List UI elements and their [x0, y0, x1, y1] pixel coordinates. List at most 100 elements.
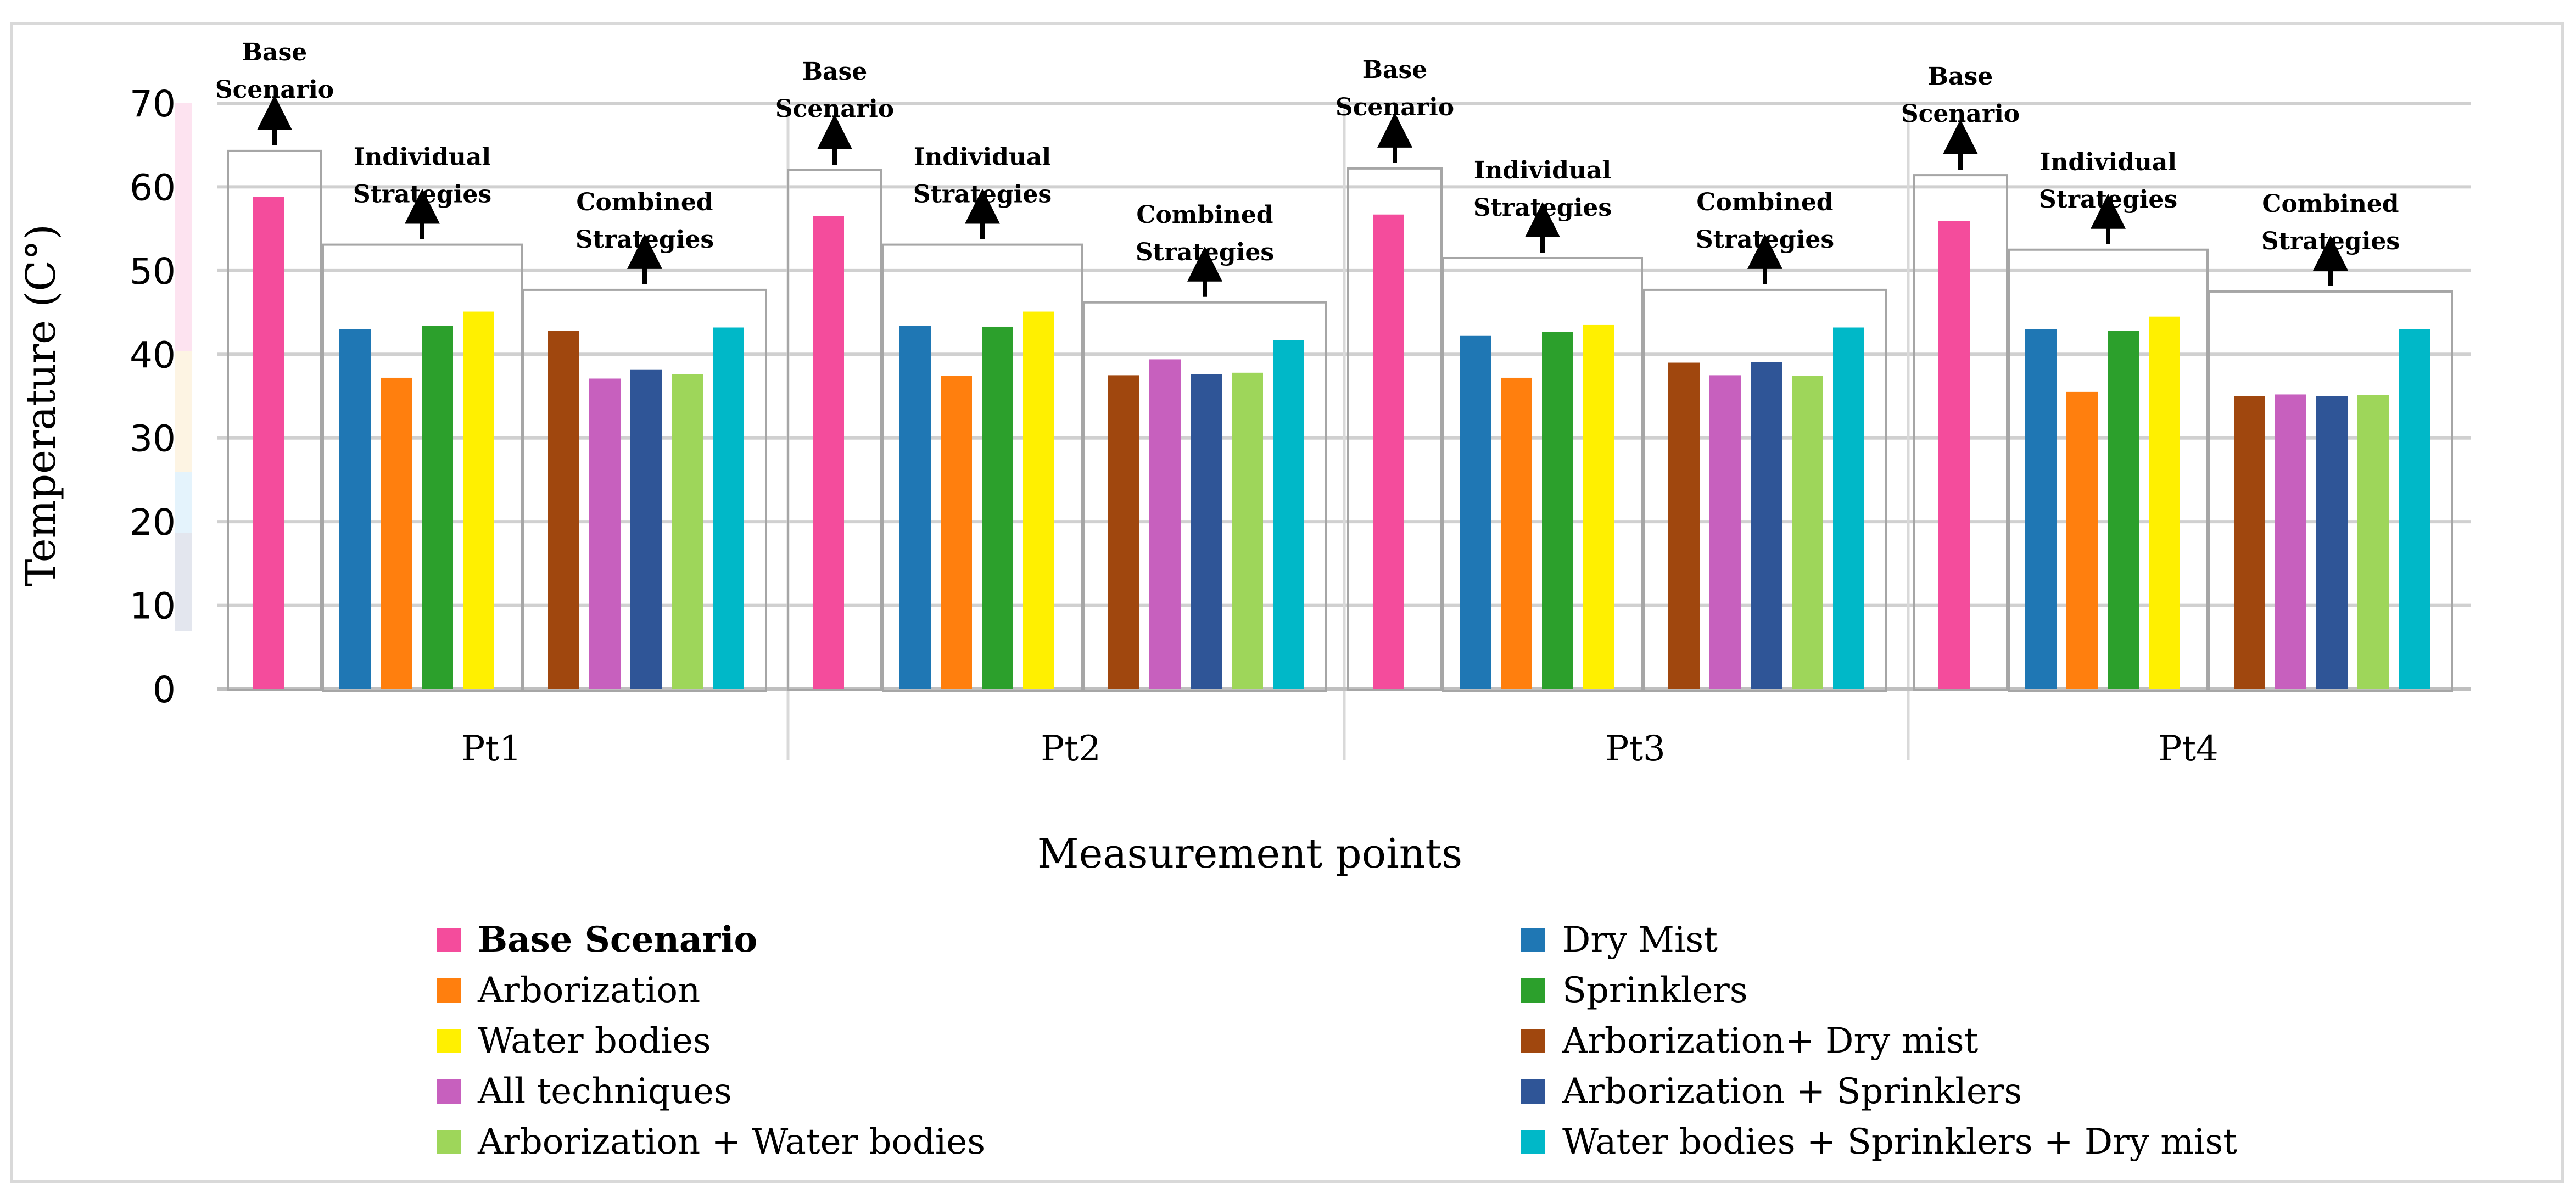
x-tick-label: Pt2: [1041, 729, 1101, 769]
legend-swatch: [437, 1079, 461, 1104]
combined-bracket: [2208, 290, 2453, 692]
bar: [1023, 311, 1054, 689]
base-bracket: [1347, 167, 1443, 691]
bar: [463, 311, 494, 689]
bar: [1373, 214, 1404, 690]
group-label: Combined: [1696, 188, 1833, 216]
y-tick-label: 10: [130, 585, 176, 628]
legend-label: Dry Mist: [1562, 920, 1718, 960]
bars: [253, 197, 2430, 690]
group-label: Strategies: [2261, 227, 2400, 255]
group-label: Individual: [1474, 156, 1611, 184]
bar: [1501, 377, 1532, 689]
legend-swatch: [1521, 1130, 1545, 1154]
y-tick-label: 70: [130, 83, 176, 125]
group-label: Base: [242, 38, 307, 66]
individual-bracket: [2008, 248, 2209, 692]
bar: [2066, 391, 2098, 689]
bar: [1668, 362, 1700, 689]
legend-label: All techniques: [477, 1071, 732, 1112]
legend-label: Water bodies: [478, 1021, 711, 1061]
group-label: Individual: [914, 143, 1051, 171]
bar: [672, 374, 703, 689]
legend-label: Sprinklers: [1562, 970, 1748, 1011]
y-axis-label: Temperature (C°): [18, 224, 65, 586]
axis-band-pink: [175, 103, 192, 351]
legend-label: Water bodies + Sprinklers + Dry mist: [1562, 1122, 2237, 1162]
bar: [2275, 394, 2306, 689]
bar: [548, 331, 579, 689]
x-tick-label: Pt4: [2158, 729, 2219, 769]
bar: [2357, 395, 2389, 689]
y-tick-label: 40: [130, 334, 176, 376]
legend-label: Arborization + Sprinklers: [1562, 1071, 2022, 1112]
group-annotations: Base Scenario Individual Strategies Combined…: [215, 38, 2400, 297]
bar: [1191, 374, 1222, 689]
legend-label: Base Scenario: [478, 919, 757, 960]
legend-swatch: [437, 1029, 461, 1053]
group-label: Base: [1928, 63, 1993, 91]
bar: [2149, 316, 2180, 689]
legend-swatch: [437, 1130, 461, 1154]
x-tick-label: Pt1: [461, 729, 522, 769]
bar: [589, 378, 621, 689]
combined-bracket: [1642, 288, 1887, 692]
legend-swatch: [1521, 1029, 1545, 1053]
axis-band-peach: [175, 351, 192, 472]
group-brackets: [227, 149, 2453, 692]
individual-bracket: [882, 243, 1083, 692]
individual-bracket: [322, 243, 523, 692]
group-label: Base: [802, 58, 867, 86]
bar: [1792, 376, 1823, 689]
bar: [381, 377, 412, 689]
group-label: Strategies: [2039, 186, 2177, 214]
y-tick-label: 50: [130, 250, 176, 293]
x-tick-labels: Pt1 Pt2 Pt3 Pt4: [461, 729, 2219, 769]
axis-band-gray: [175, 533, 192, 631]
bar: [1232, 372, 1263, 689]
bar: [713, 327, 744, 689]
bar: [2316, 396, 2348, 689]
legend-label: Arborization+ Dry mist: [1562, 1021, 1979, 1061]
group-label: Scenario: [775, 95, 894, 123]
base-bracket: [1913, 174, 2008, 691]
legend-swatch: [1521, 1079, 1545, 1104]
bar: [339, 329, 371, 689]
group-label: Scenario: [1336, 93, 1454, 121]
group-label: Strategies: [1696, 226, 1834, 254]
group-label: Strategies: [1473, 194, 1612, 222]
base-bracket: [787, 169, 882, 691]
bar: [1709, 375, 1741, 689]
combined-bracket: [522, 288, 767, 692]
group-label: Strategies: [575, 226, 714, 254]
legend-label: Arborization + Water bodies: [477, 1122, 985, 1162]
y-tick-labels: 0 10 20 30 40 50 60 70: [130, 83, 176, 711]
group-label: Individual: [354, 143, 491, 171]
bar: [630, 369, 662, 689]
bar: [899, 326, 931, 689]
group-label: Scenario: [215, 76, 334, 104]
bar: [1583, 324, 1614, 689]
group-label: Individual: [2039, 148, 2177, 176]
group-label: Strategies: [1136, 238, 1274, 266]
bar: [422, 326, 453, 689]
group-label: Combined: [576, 188, 713, 216]
group-label: Combined: [1136, 201, 1273, 229]
individual-bracket: [1442, 256, 1643, 692]
y-tick-label: 0: [153, 669, 176, 711]
legend-swatch: [437, 928, 461, 952]
legend: Base Scenario Arborization Water bodies All…: [437, 919, 2237, 1162]
legend-label: Arborization: [477, 970, 700, 1011]
bar: [1833, 327, 1864, 689]
bar: [2108, 331, 2139, 689]
legend-swatch: [1521, 978, 1545, 1003]
group-label: Base: [1362, 56, 1427, 84]
base-bracket: [227, 149, 322, 691]
group-label: Combined: [2262, 190, 2399, 218]
group-label: Strategies: [913, 181, 1052, 209]
bar: [1460, 335, 1491, 689]
bar: [1273, 340, 1304, 689]
bar: [982, 326, 1013, 689]
group-label: Strategies: [353, 181, 491, 209]
